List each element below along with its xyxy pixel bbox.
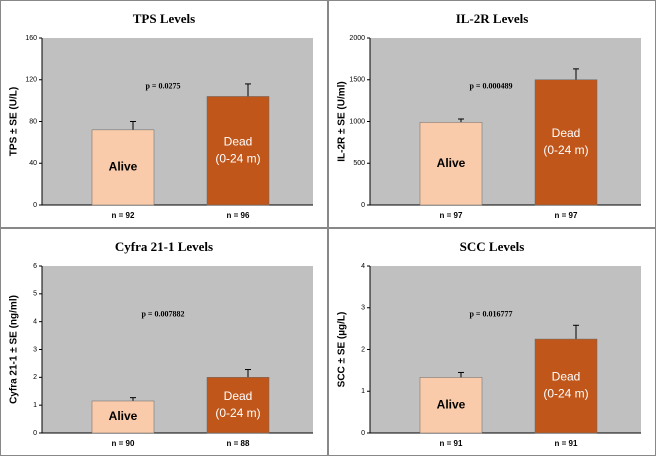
bar-label: (0-24 m) [543,387,588,401]
y-tick-label: 4 [33,319,37,326]
y-tick-label: 0 [33,430,37,437]
plot-area [370,38,641,205]
y-tick-label: 1000 [349,118,365,125]
bar [91,400,155,434]
y-tick-label: 0 [361,430,365,437]
bar [419,122,483,206]
y-tick-label: 120 [25,77,37,84]
y-tick-label: 3 [33,346,37,353]
chart-title: SCC Levels [460,239,525,254]
y-tick-label: 1 [361,388,365,395]
x-tick-label: n = 97 [440,211,463,220]
p-value: p = 0.000489 [469,81,512,90]
bar-label: Dead [224,134,253,148]
y-tick-label: 2 [33,374,37,381]
bar-label: Dead [224,389,253,403]
y-tick-label: 40 [29,160,37,167]
y-tick-label: 80 [29,118,37,125]
y-tick-label: 0 [33,202,37,209]
bar-label: Alive [437,156,466,170]
y-tick-label: 2000 [349,35,365,42]
y-tick-label: 4 [361,263,365,270]
p-value: p = 0.0275 [145,81,180,90]
y-tick-label: 160 [25,35,37,42]
bar-label: (0-24 m) [543,143,588,157]
x-tick-label: n = 92 [112,211,135,220]
bar [419,377,483,434]
bar-label: Alive [109,409,138,423]
y-tick-label: 1500 [349,77,365,84]
bar-label: Dead [552,370,581,384]
p-value: p = 0.007882 [141,309,184,318]
chart-title: IL-2R Levels [456,11,529,26]
y-tick-label: 500 [353,160,365,167]
y-axis-label: Cyfra 21-1 ± SE (ng/ml) [9,295,20,404]
bar [91,129,155,206]
bar-label: Alive [437,397,466,411]
y-axis-label: SCC ± SE (µg/L) [337,312,348,388]
x-tick-label: n = 96 [227,211,250,220]
chart-title: TPS Levels [133,11,195,26]
p-value: p = 0.016777 [469,309,512,318]
bar [206,377,270,434]
y-axis-label: TPS ± SE (U/L) [9,87,20,156]
bar-label: (0-24 m) [215,151,260,165]
plot-area [370,266,641,433]
y-tick-label: 0 [361,202,365,209]
bar [206,96,270,206]
chart-title: Cyfra 21-1 Levels [115,239,213,254]
y-tick-label: 5 [33,291,37,298]
bar [534,79,598,206]
x-tick-label: n = 90 [112,439,135,448]
bar-label: Alive [109,160,138,174]
x-tick-label: n = 91 [555,439,578,448]
bar [534,338,598,434]
x-tick-label: n = 91 [440,439,463,448]
y-tick-label: 6 [33,263,37,270]
plot-area [42,266,313,433]
x-tick-label: n = 88 [227,439,250,448]
y-axis-label: IL-2R ± SE (U/ml) [337,81,348,162]
y-tick-label: 1 [33,402,37,409]
y-tick-label: 3 [361,305,365,312]
bar-label: Dead [552,126,581,140]
plot-area [42,38,313,205]
y-tick-label: 2 [361,346,365,353]
x-tick-label: n = 97 [555,211,578,220]
bar-label: (0-24 m) [215,406,260,420]
